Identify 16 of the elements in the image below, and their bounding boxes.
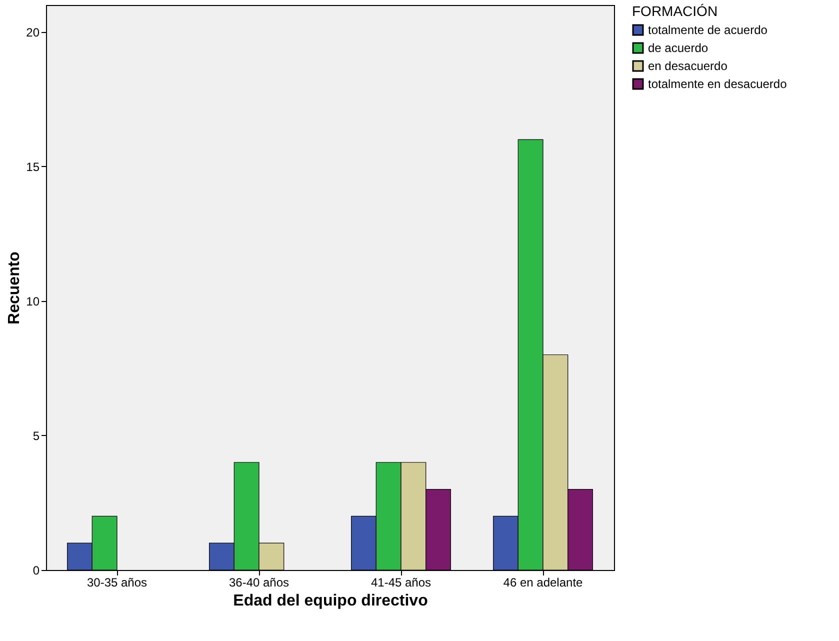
x-tick-label: 46 en adelante xyxy=(503,576,584,590)
legend-label: de acuerdo xyxy=(648,41,708,55)
y-tick-label: 0 xyxy=(32,564,40,578)
y-tick-label: 10 xyxy=(26,294,40,308)
legend-label: totalmente de acuerdo xyxy=(648,23,768,37)
x-tick-label: 30-35 años xyxy=(86,576,148,590)
y-tick-label: 15 xyxy=(26,160,40,174)
y-tick-label: 5 xyxy=(32,428,40,443)
x-axis-title: Edad del equipo directivo xyxy=(233,592,428,610)
x-tick-label: 41-45 años xyxy=(370,576,432,590)
legend-label: totalmente en desacuerdo xyxy=(648,77,788,91)
y-tick-label: 20 xyxy=(26,25,40,40)
legend-title: FORMACIÓN xyxy=(632,3,718,19)
x-tick-label: 36-40 años xyxy=(228,576,290,590)
y-axis-title: Recuento xyxy=(6,251,24,324)
legend-label: en desacuerdo xyxy=(648,59,728,73)
